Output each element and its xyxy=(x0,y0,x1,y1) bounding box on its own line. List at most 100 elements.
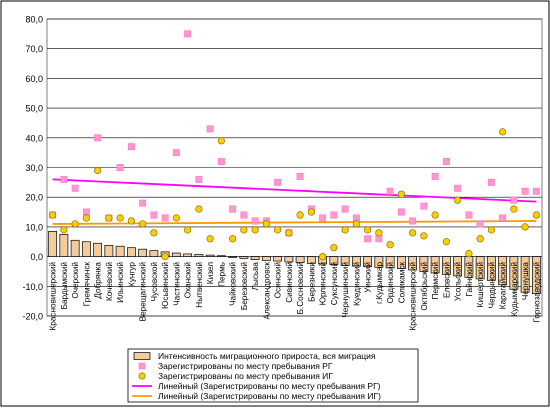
point-rg xyxy=(409,217,417,225)
point-rg xyxy=(161,214,169,222)
y-tick-label: 50,0 xyxy=(25,104,43,114)
x-tick-label: Октябрьский xyxy=(420,262,429,311)
y-tick-label: 30,0 xyxy=(25,163,43,173)
point-ig xyxy=(307,208,315,216)
y-axis: 80,0 70,0 60,0 50,0 40,0 30,0 20,0 10,0 0,0 -10,0… xyxy=(22,15,43,322)
point-rg xyxy=(487,178,495,186)
x-tick-label: Б.Сосновский xyxy=(296,262,305,314)
legend-marker xyxy=(138,362,146,370)
point-ig xyxy=(127,217,135,225)
point-rg xyxy=(217,158,225,166)
legend-label: Линейный (Зарегистрированы по месту преб… xyxy=(158,391,381,401)
bar xyxy=(149,250,159,257)
x-tick-label: Чернушинский xyxy=(341,262,350,318)
bar xyxy=(441,256,451,275)
x-tick-label: Чусовской xyxy=(150,262,159,301)
point-rg xyxy=(251,217,259,225)
legend: Интенсивность миграционного прироста, вс… xyxy=(127,348,419,403)
point-ig xyxy=(139,220,147,228)
point-ig xyxy=(150,229,158,237)
point-rg xyxy=(442,158,450,166)
legend-label: Линейный (Зарегистрированы по месту преб… xyxy=(158,381,381,391)
point-rg xyxy=(532,187,540,195)
point-ig xyxy=(499,128,507,136)
point-ig xyxy=(285,229,293,237)
point-rg xyxy=(150,211,158,219)
point-ig xyxy=(532,211,540,219)
x-axis: Красновишерский Бардымский Очерский Гремячи… xyxy=(49,262,542,331)
x-tick-label: Частинский xyxy=(172,262,181,306)
point-rg xyxy=(71,184,79,192)
bar xyxy=(295,256,305,263)
x-tick-label: Карагайский xyxy=(499,262,508,309)
x-tick-label: Уинский xyxy=(364,262,373,293)
point-rg xyxy=(82,208,90,216)
x-tick-label: Кишертский xyxy=(476,262,485,307)
scatter-layer xyxy=(49,30,540,261)
bar xyxy=(408,256,418,271)
point-ig xyxy=(229,235,237,243)
x-tick-label: Бардымский xyxy=(60,262,69,309)
point-rg xyxy=(510,196,518,204)
x-tick-label: Чайковский xyxy=(229,262,238,306)
y-tick-label: 0,0 xyxy=(30,252,43,262)
point-ig xyxy=(454,196,462,204)
legend-label: Зарегистрированы по месту пребывания РГ xyxy=(158,361,333,371)
bar xyxy=(239,256,249,259)
x-tick-label: Кизел xyxy=(206,262,215,284)
bar xyxy=(385,256,395,269)
bar xyxy=(205,254,215,257)
x-tick-label: Суксунский xyxy=(330,262,339,305)
point-rg xyxy=(94,134,102,142)
point-ig xyxy=(161,253,169,261)
bar xyxy=(59,233,69,257)
x-tick-label: Кочевский xyxy=(105,262,114,301)
x-tick-label: Красновишерский xyxy=(409,262,418,330)
point-ig xyxy=(217,137,225,145)
legend-label: Зарегистрированы по месту пребывания ИГ xyxy=(158,371,333,381)
legend-label: Интенсивность миграционного прироста, вс… xyxy=(158,351,376,361)
bar xyxy=(520,256,530,293)
x-tick-label: Кунгур xyxy=(127,262,136,287)
point-rg xyxy=(229,205,237,213)
point-ig xyxy=(274,226,282,234)
point-rg xyxy=(330,211,338,219)
point-rg xyxy=(521,187,529,195)
point-rg xyxy=(206,125,214,133)
bar xyxy=(396,256,406,269)
bar-series xyxy=(48,231,541,295)
bar xyxy=(70,239,80,257)
point-ig xyxy=(105,214,113,222)
point-rg xyxy=(375,235,383,243)
bar xyxy=(194,254,204,257)
point-rg xyxy=(139,199,147,207)
x-tick-label: Усольский xyxy=(454,262,463,301)
point-ig xyxy=(364,226,372,234)
bar xyxy=(228,256,238,258)
y-tick-label: 80,0 xyxy=(25,15,43,25)
point-rg xyxy=(364,235,372,243)
x-tick-label: Красновишерский xyxy=(49,262,58,330)
x-tick-label: Гремячинск xyxy=(82,262,91,307)
bar xyxy=(531,256,541,295)
point-ig xyxy=(262,220,270,228)
x-tick-label: Очерский xyxy=(71,262,80,299)
x-tick-label: Березники xyxy=(307,262,316,302)
point-rg xyxy=(397,208,405,216)
point-ig xyxy=(476,235,484,243)
bar xyxy=(183,253,193,257)
bar xyxy=(475,256,485,280)
point-ig xyxy=(94,166,102,175)
x-tick-label: Соликамск xyxy=(397,262,406,304)
point-ig xyxy=(184,226,192,234)
point-ig xyxy=(195,205,203,213)
point-ig xyxy=(465,250,473,258)
x-tick-label: Лысьва xyxy=(251,262,260,291)
x-tick-label: Юрлинский xyxy=(319,262,328,305)
point-ig xyxy=(397,190,405,198)
bar xyxy=(351,256,361,267)
bar xyxy=(419,256,429,272)
bar xyxy=(81,241,91,257)
point-ig xyxy=(386,241,394,249)
point-rg xyxy=(296,172,304,180)
